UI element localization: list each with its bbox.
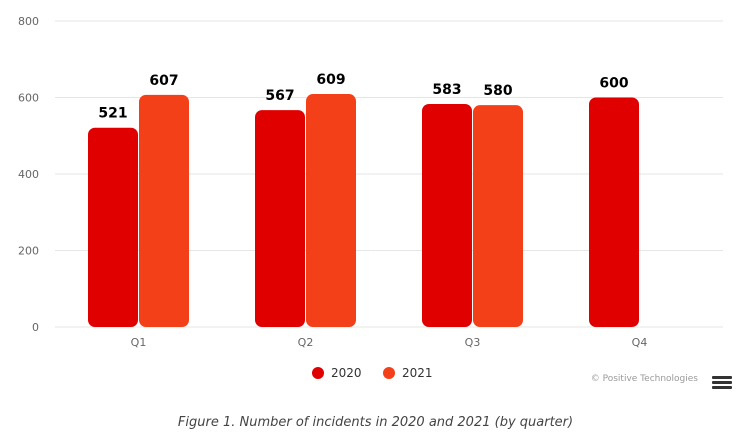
bar-2021-Q2[interactable] — [306, 94, 356, 328]
data-label: 567 — [265, 88, 294, 104]
y-tick-label: 200 — [18, 245, 39, 258]
y-tick-label: 400 — [18, 168, 39, 181]
bar-2020-Q1[interactable] — [88, 127, 138, 327]
bar-2021-Q1[interactable] — [139, 94, 189, 327]
legend[interactable]: 2020 2021 — [312, 366, 433, 380]
y-tick-label: 0 — [32, 321, 39, 334]
bars — [88, 94, 639, 328]
legend-item-2021[interactable]: 2021 — [383, 366, 433, 380]
credit-text[interactable]: © Positive Technologies — [591, 374, 699, 384]
x-tick-label: Q2 — [298, 336, 314, 349]
y-tick-label: 800 — [18, 15, 39, 28]
x-tick-label: Q1 — [131, 336, 147, 349]
figure-caption: Figure 1. Number of incidents in 2020 an… — [177, 415, 574, 430]
bar-2021-Q3[interactable] — [473, 105, 523, 328]
bar-chart: 0 200 400 600 800 521 607 567 609 583 580 600 Q1 Q2… — [18, 15, 723, 384]
x-tick-label: Q4 — [632, 336, 648, 349]
data-labels: 521 607 567 609 583 580 600 — [98, 72, 628, 122]
legend-label: 2021 — [402, 366, 433, 380]
bar-2020-Q4[interactable] — [589, 97, 639, 328]
legend-item-2020[interactable]: 2020 — [312, 366, 362, 380]
bar-2020-Q3[interactable] — [422, 104, 472, 327]
legend-marker — [383, 367, 395, 379]
data-label: 580 — [483, 83, 512, 99]
x-axis: Q1 Q2 Q3 Q4 — [131, 336, 648, 349]
data-label: 607 — [149, 73, 178, 89]
data-label: 583 — [432, 82, 461, 98]
bar-2020-Q2[interactable] — [255, 110, 305, 327]
hamburger-menu-icon[interactable] — [712, 376, 732, 392]
y-axis: 0 200 400 600 800 — [18, 15, 39, 334]
data-label: 521 — [98, 106, 127, 122]
data-label: 609 — [316, 72, 345, 88]
y-tick-label: 600 — [18, 92, 39, 105]
data-label: 600 — [599, 76, 628, 92]
legend-marker — [312, 367, 324, 379]
x-tick-label: Q3 — [465, 336, 481, 349]
legend-label: 2020 — [331, 366, 362, 380]
